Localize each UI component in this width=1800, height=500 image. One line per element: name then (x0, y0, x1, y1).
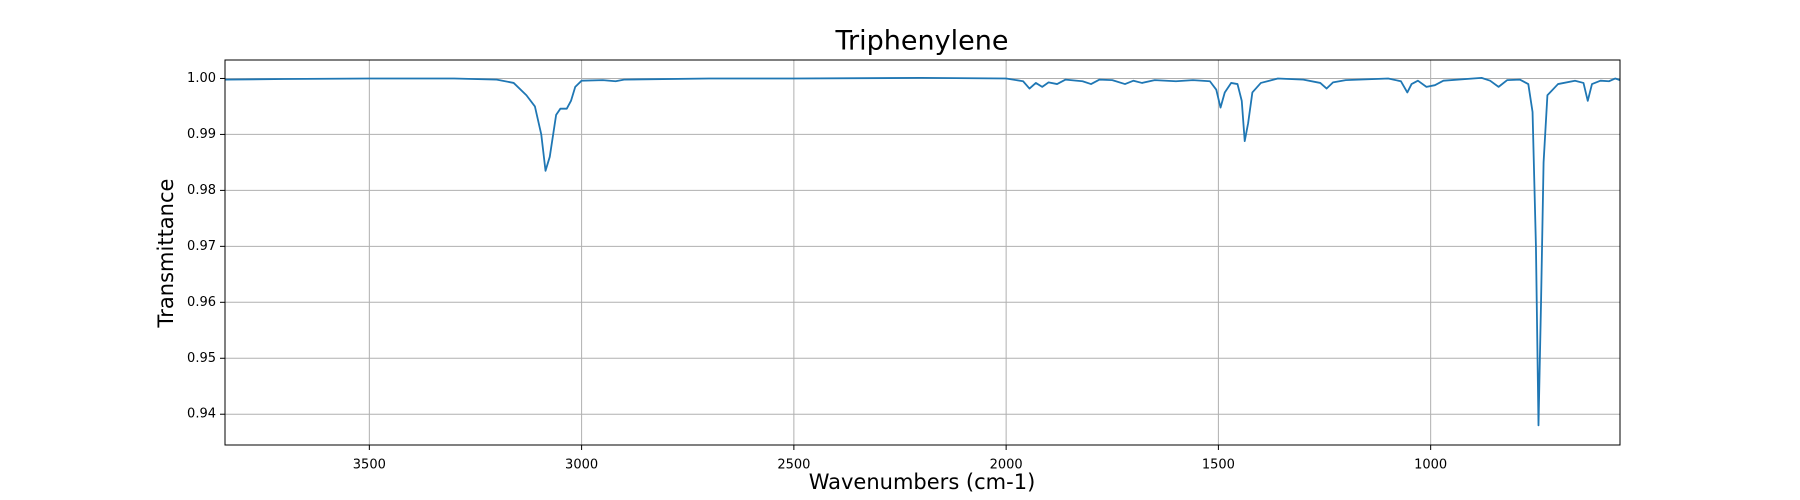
y-tick-label: 0.94 (187, 407, 216, 422)
y-tick-label: 1.00 (187, 71, 216, 86)
y-tick-label: 0.95 (187, 351, 216, 366)
plot-frame (224, 59, 1621, 446)
y-tick-label: 0.99 (187, 127, 216, 142)
x-axis-label: Wavenumbers (cm-1) (809, 470, 1036, 494)
spectrum-line (224, 77, 1621, 427)
x-tick-label: 3000 (565, 458, 598, 473)
x-tick-label: 3500 (353, 458, 386, 473)
y-tick-label: 0.97 (187, 239, 216, 254)
x-tick-label: 1000 (1414, 458, 1447, 473)
x-tick-label: 1500 (1202, 458, 1235, 473)
y-axis-label: Transmittance (154, 179, 178, 329)
x-tick-label: 2000 (990, 458, 1023, 473)
y-tick-label: 0.98 (187, 183, 216, 198)
y-tick-label: 0.96 (187, 295, 216, 310)
x-tick-label: 2500 (777, 458, 810, 473)
chart-title: Triphenylene (835, 26, 1009, 57)
